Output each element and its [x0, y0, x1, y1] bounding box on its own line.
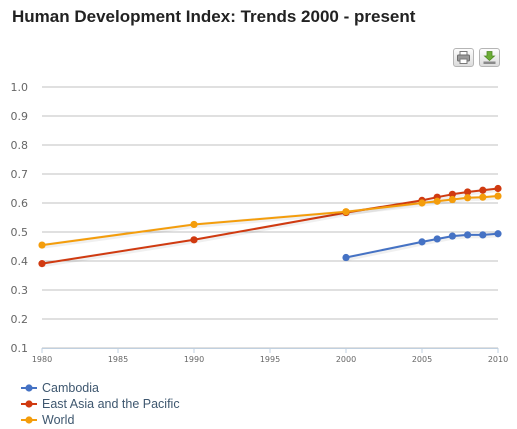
y-tick-label: 1.0 [11, 81, 29, 94]
x-tick-label: 1980 [32, 355, 52, 364]
download-icon [483, 51, 496, 64]
data-point-world [342, 208, 350, 216]
legend-marker [25, 384, 33, 392]
data-point-world [448, 195, 456, 204]
data-point-cambodia [342, 253, 350, 262]
x-tick-label: 1995 [260, 355, 280, 364]
legend-symbol [21, 416, 37, 424]
legend-marker [25, 416, 33, 424]
series-shadow-world [42, 194, 500, 249]
x-tick-label: 2000 [336, 355, 356, 364]
data-point-cambodia [479, 231, 487, 239]
legend-label: East Asia and the Pacific [42, 397, 180, 411]
legend-item-world[interactable]: World [20, 412, 180, 428]
x-tick-label: 2010 [488, 355, 508, 364]
legend-symbol [21, 384, 37, 392]
legend-symbol [21, 400, 37, 408]
data-point-east-asia-and-the-pacific [464, 188, 472, 196]
y-tick-label: 0.2 [11, 313, 29, 326]
series-layer [38, 184, 502, 268]
x-tick-label: 1990 [184, 355, 204, 364]
y-tick-label: 0.8 [11, 139, 29, 152]
data-point-world [418, 199, 426, 207]
y-axis: 0.1 0.2 0.3 0.4 0.5 0.6 0.7 0.8 0.9 1.0 [11, 81, 29, 355]
x-tick-label: 2005 [412, 355, 432, 364]
y-tick-label: 0.9 [11, 110, 29, 123]
data-point-cambodia [433, 235, 441, 243]
data-point-world [479, 193, 487, 201]
legend-label: Cambodia [42, 381, 99, 395]
data-point-cambodia [464, 231, 472, 239]
data-point-cambodia [494, 230, 502, 238]
print-button[interactable] [453, 48, 474, 67]
data-point-cambodia [418, 238, 426, 246]
data-point-world [433, 197, 441, 205]
series-line-east-asia-and-the-pacific [41, 187, 499, 265]
printer-icon [457, 51, 470, 64]
data-point-world [464, 194, 472, 202]
data-point-cambodia [448, 232, 456, 240]
data-point-east-asia-and-the-pacific [190, 236, 198, 244]
data-point-world [494, 192, 502, 200]
legend-marker [25, 400, 33, 408]
y-tick-label: 0.7 [11, 168, 29, 181]
legend-label: World [42, 413, 75, 427]
data-point-east-asia-and-the-pacific [38, 260, 46, 268]
chart-title: Human Development Index: Trends 2000 - p… [12, 7, 416, 26]
y-tick-label: 0.3 [11, 284, 29, 297]
y-tick-label: 0.6 [11, 197, 29, 210]
y-tick-label: 0.5 [11, 226, 29, 239]
legend: Cambodia East Asia and the Pacific World [20, 380, 180, 428]
data-point-world [190, 220, 198, 229]
series-shadow-cambodia [346, 232, 500, 261]
legend-item-cambodia[interactable]: Cambodia [20, 380, 180, 396]
x-axis: 1980 1985 1990 1995 2000 2005 2010 [32, 348, 508, 364]
x-tick-label: 1985 [108, 355, 128, 364]
data-point-east-asia-and-the-pacific [479, 186, 487, 194]
data-point-east-asia-and-the-pacific [448, 190, 456, 198]
data-point-east-asia-and-the-pacific [494, 184, 502, 193]
data-point-world [38, 241, 46, 249]
legend-item-east-asia-and-the-pacific[interactable]: East Asia and the Pacific [20, 396, 180, 412]
y-tick-label: 0.1 [11, 342, 29, 355]
export-button[interactable] [479, 48, 500, 67]
y-tick-label: 0.4 [11, 255, 29, 268]
